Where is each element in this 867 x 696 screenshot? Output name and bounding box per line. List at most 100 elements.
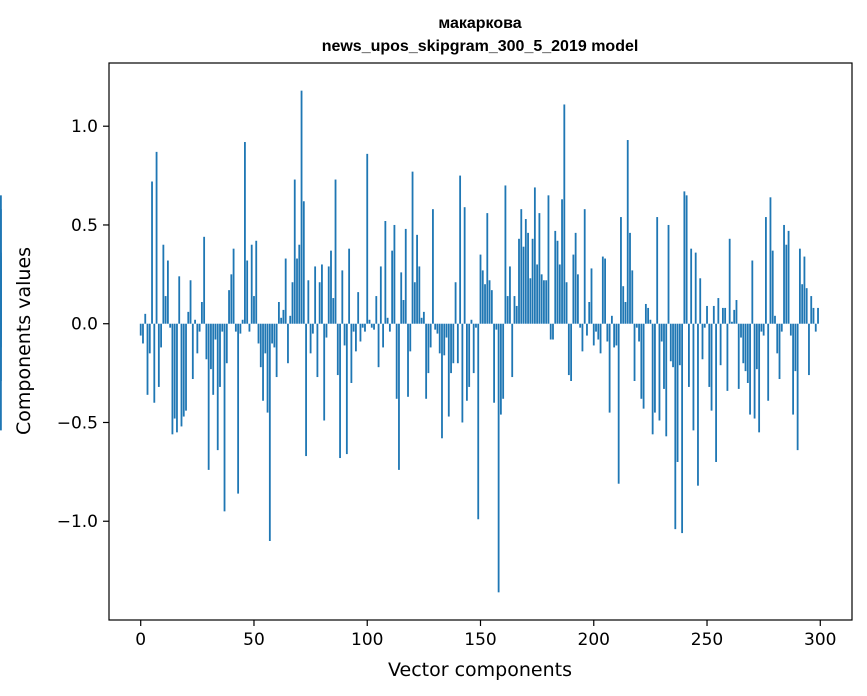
bar <box>343 323 346 346</box>
bar <box>176 323 178 433</box>
bar <box>443 323 446 356</box>
bar <box>232 248 235 324</box>
bar <box>717 298 720 324</box>
bar <box>592 323 595 346</box>
bar <box>470 319 473 324</box>
bar <box>198 323 201 332</box>
bar <box>658 323 661 421</box>
bar <box>631 270 634 324</box>
bar <box>608 323 611 413</box>
bar <box>298 244 301 324</box>
bar <box>255 240 258 324</box>
bar <box>703 323 706 328</box>
bar <box>420 317 423 324</box>
bar <box>411 171 414 324</box>
bar <box>472 323 475 374</box>
bar <box>264 323 267 354</box>
bar <box>400 272 403 324</box>
bar <box>676 323 679 462</box>
bar <box>817 307 819 324</box>
bar <box>375 296 378 324</box>
bar <box>538 213 541 324</box>
bar <box>361 323 364 328</box>
bar <box>701 323 704 360</box>
bar <box>808 323 810 376</box>
bar <box>239 323 242 334</box>
x-axis-label: Vector components <box>388 659 572 681</box>
bar <box>216 323 219 451</box>
bar <box>282 309 285 324</box>
bar <box>336 323 339 376</box>
bar <box>205 323 208 360</box>
bar <box>398 323 400 470</box>
bar <box>810 296 813 324</box>
bar <box>266 323 269 413</box>
bar <box>327 266 330 324</box>
bar <box>225 323 228 364</box>
bar <box>654 323 656 413</box>
bar <box>318 282 321 324</box>
bar <box>250 244 253 324</box>
bar <box>710 323 713 411</box>
bar <box>475 323 477 328</box>
bar <box>219 323 221 387</box>
bar <box>760 323 763 332</box>
bar <box>610 315 613 324</box>
bar <box>767 323 770 401</box>
bar <box>762 323 765 336</box>
bar <box>642 323 645 409</box>
bar <box>780 323 783 332</box>
bar <box>735 300 738 324</box>
bar <box>796 323 799 451</box>
y-tick-label: 0.0 <box>71 315 98 335</box>
bar <box>248 323 251 332</box>
bar <box>0 313 2 324</box>
bar <box>228 290 230 324</box>
bar <box>441 323 443 439</box>
bar <box>495 323 498 330</box>
bar <box>316 323 319 378</box>
chart-subtitle: news_upos_skipgram_300_5_2019 model <box>322 38 639 55</box>
bar <box>787 230 790 324</box>
bar <box>581 323 584 352</box>
bar <box>196 323 199 354</box>
bar <box>518 238 520 324</box>
bar <box>792 323 795 415</box>
bar <box>606 323 609 342</box>
bar <box>355 323 357 352</box>
bar <box>751 260 754 324</box>
bar <box>798 248 801 324</box>
bar <box>502 323 505 399</box>
bar <box>626 140 629 324</box>
bar <box>207 323 210 470</box>
bar <box>377 323 380 368</box>
bar <box>785 244 788 324</box>
bar <box>567 323 570 376</box>
y-axis-ticks: −1.0 −0.5 0.0 0.5 1.0 <box>57 117 109 532</box>
x-tick-label: 0 <box>135 630 146 650</box>
bar <box>323 323 326 421</box>
bar <box>651 323 654 435</box>
bar <box>749 323 751 415</box>
bar <box>783 224 785 324</box>
bar <box>778 323 781 380</box>
bar <box>803 256 806 324</box>
bar <box>348 248 351 324</box>
bar <box>418 266 421 324</box>
bar <box>522 246 525 324</box>
bar <box>345 323 348 455</box>
bar <box>289 315 292 324</box>
x-tick-label: 100 <box>351 630 383 650</box>
x-tick-label: 250 <box>691 630 723 650</box>
x-tick-label: 300 <box>804 630 836 650</box>
bar <box>237 323 240 494</box>
bar <box>753 323 756 419</box>
bar <box>253 296 255 324</box>
bar <box>656 217 659 324</box>
bar <box>706 305 708 324</box>
bar <box>524 219 527 324</box>
bar <box>570 323 573 381</box>
bar <box>595 323 597 332</box>
bar <box>721 307 724 324</box>
bar <box>164 296 167 324</box>
